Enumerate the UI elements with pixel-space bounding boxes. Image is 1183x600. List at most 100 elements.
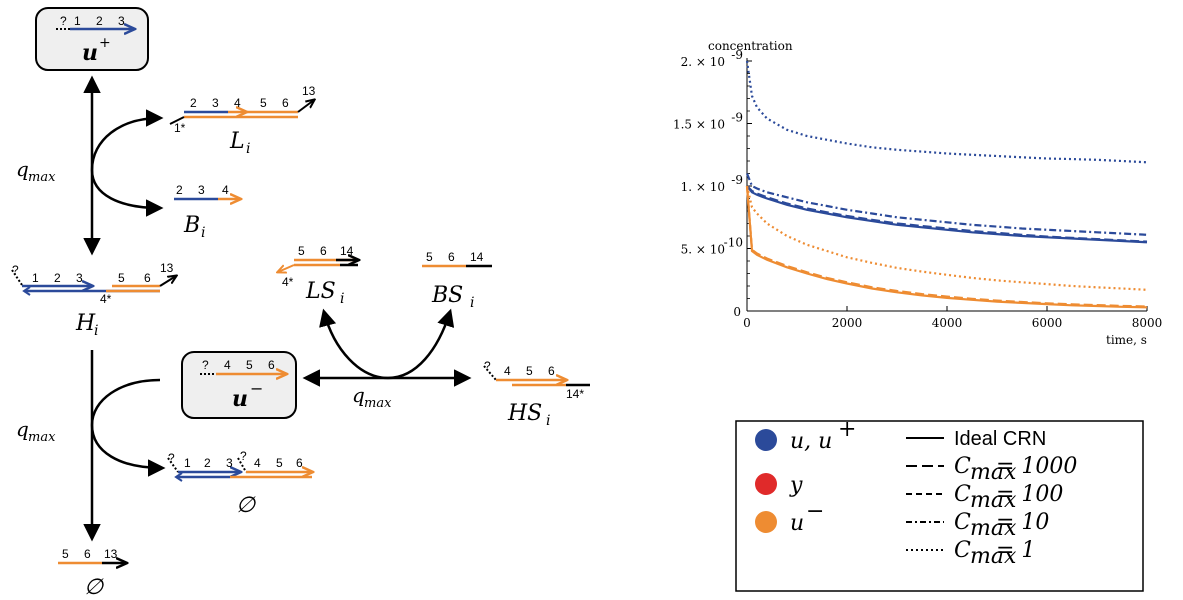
u-plus-node: ? 1 2 3 u + [35,7,149,71]
svg-text:2: 2 [204,456,211,470]
svg-text:L: L [229,129,245,154]
svg-text:14: 14 [340,244,354,258]
svg-text:4: 4 [222,183,229,197]
svg-text:u, u: u, u [790,429,832,454]
series-line-2 [746,185,1148,243]
waste-node: 5 6 13 ∅ [58,547,126,600]
svg-text:4: 4 [234,96,241,110]
svg-text:4*: 4* [282,275,294,289]
svg-text:∅: ∅ [84,575,104,600]
svg-text:LS: LS [305,279,336,304]
svg-text:y: y [789,473,803,498]
svg-text:3: 3 [198,183,205,197]
svg-text:max: max [28,430,56,445]
series-line-6 [745,185,1148,308]
species-label: u [82,40,98,66]
rate-label: q max [16,417,56,445]
svg-text:6: 6 [84,547,91,561]
legend: u, u + y u − Ideal CRN C max = 1000 C ma… [735,417,1144,592]
legend-style-5: C max = 1 [906,538,1035,569]
reaction-diagram: ? 1 2 3 u + q max 2 3 4 5 6 13 1 [11,7,590,600]
y-tick-exponent: -10 [724,236,743,250]
reaction-curve [90,109,164,217]
legend-species-2: y [755,473,803,498]
svg-text:1: 1 [184,456,191,470]
svg-text:i: i [94,323,98,339]
svg-text:q: q [16,417,29,441]
svg-text:2: 2 [54,271,61,285]
svg-text:?: ? [240,449,247,463]
svg-text:Ideal CRN: Ideal CRN [954,428,1046,450]
y-tick-label: 2. × 10 [681,55,725,69]
svg-text:u: u [232,386,248,412]
svg-text:5: 5 [62,547,69,561]
svg-text:i: i [546,413,550,429]
svg-text:3: 3 [226,456,233,470]
svg-text:5: 5 [260,96,267,110]
legend-species-3: u − [755,499,824,536]
svg-text:?: ? [202,358,209,372]
legend-style-4: C max = 10 [906,510,1049,541]
series-line-1 [746,185,1148,244]
x-tick-label: 0 [743,316,751,330]
svg-text:C: C [954,482,971,507]
svg-text:B: B [183,213,200,238]
svg-text:4: 4 [224,358,231,372]
u-minus-node: ? 4 5 6 u − [181,351,297,419]
svg-text:?: ? [12,263,19,277]
strand-domain: 3 [118,14,125,28]
svg-text:4: 4 [254,456,261,470]
LS-node: 5 6 14 4* LS i [278,244,358,307]
series-line-3 [745,173,1148,236]
svg-text:= 100: = 100 [996,482,1063,507]
y-tick-exponent: -9 [731,111,743,125]
svg-text:∅: ∅ [236,493,256,518]
legend-style-3: C max = 100 [906,482,1063,513]
svg-text:max: max [970,544,1017,569]
y-axis-label: concentration [708,39,793,53]
x-axis-label: time, s [1106,333,1147,347]
svg-text:1*: 1* [174,121,186,135]
y-tick-label: 1.5 × 10 [673,118,725,132]
svg-text:3: 3 [212,96,219,110]
svg-text:?: ? [484,359,491,373]
svg-text:13: 13 [160,261,174,275]
chart: concentration time, s 0 2000 4000 6000 8000 0… [673,39,1162,347]
series-line-7 [745,185,1148,291]
svg-text:2: 2 [190,96,197,110]
series-line-5 [745,185,1148,309]
svg-text:5: 5 [426,250,433,264]
svg-text:= 1: = 1 [996,538,1035,563]
x-tick-label: 8000 [1132,316,1163,330]
svg-text:?: ? [168,451,175,465]
species-sup: + [99,35,111,51]
svg-text:14: 14 [470,250,484,264]
svg-text:BS: BS [431,283,463,308]
BS-node: 5 6 14 BS i [422,250,492,311]
y-tick-label: 5. × 10 [681,243,725,257]
y-tick-exponent: -9 [731,173,743,187]
svg-text:= 1000: = 1000 [996,454,1077,479]
L-node: 2 3 4 5 6 13 1* L i [169,84,316,157]
svg-text:6: 6 [282,96,289,110]
svg-text:q: q [16,157,29,181]
svg-text:5: 5 [118,271,125,285]
svg-text:6: 6 [296,456,303,470]
HS-node: ? 4 5 6 14* HS i [483,359,590,429]
svg-text:6: 6 [448,250,455,264]
svg-text:1: 1 [32,271,39,285]
svg-text:i: i [470,295,474,311]
H-node: ? 1 2 3 5 6 13 4* H i [11,261,176,339]
svg-text:q: q [352,383,365,407]
svg-text:C: C [954,510,971,535]
svg-text:5: 5 [298,244,305,258]
svg-text:H: H [75,311,96,336]
svg-text:max: max [28,170,56,185]
svg-text:5: 5 [246,358,253,372]
svg-text:i: i [201,225,205,241]
svg-text:i: i [340,291,344,307]
y-tick-label: 1. × 10 [681,180,725,194]
svg-text:C: C [954,538,971,563]
svg-text:−: − [250,379,263,398]
x-tick-label: 4000 [932,316,963,330]
